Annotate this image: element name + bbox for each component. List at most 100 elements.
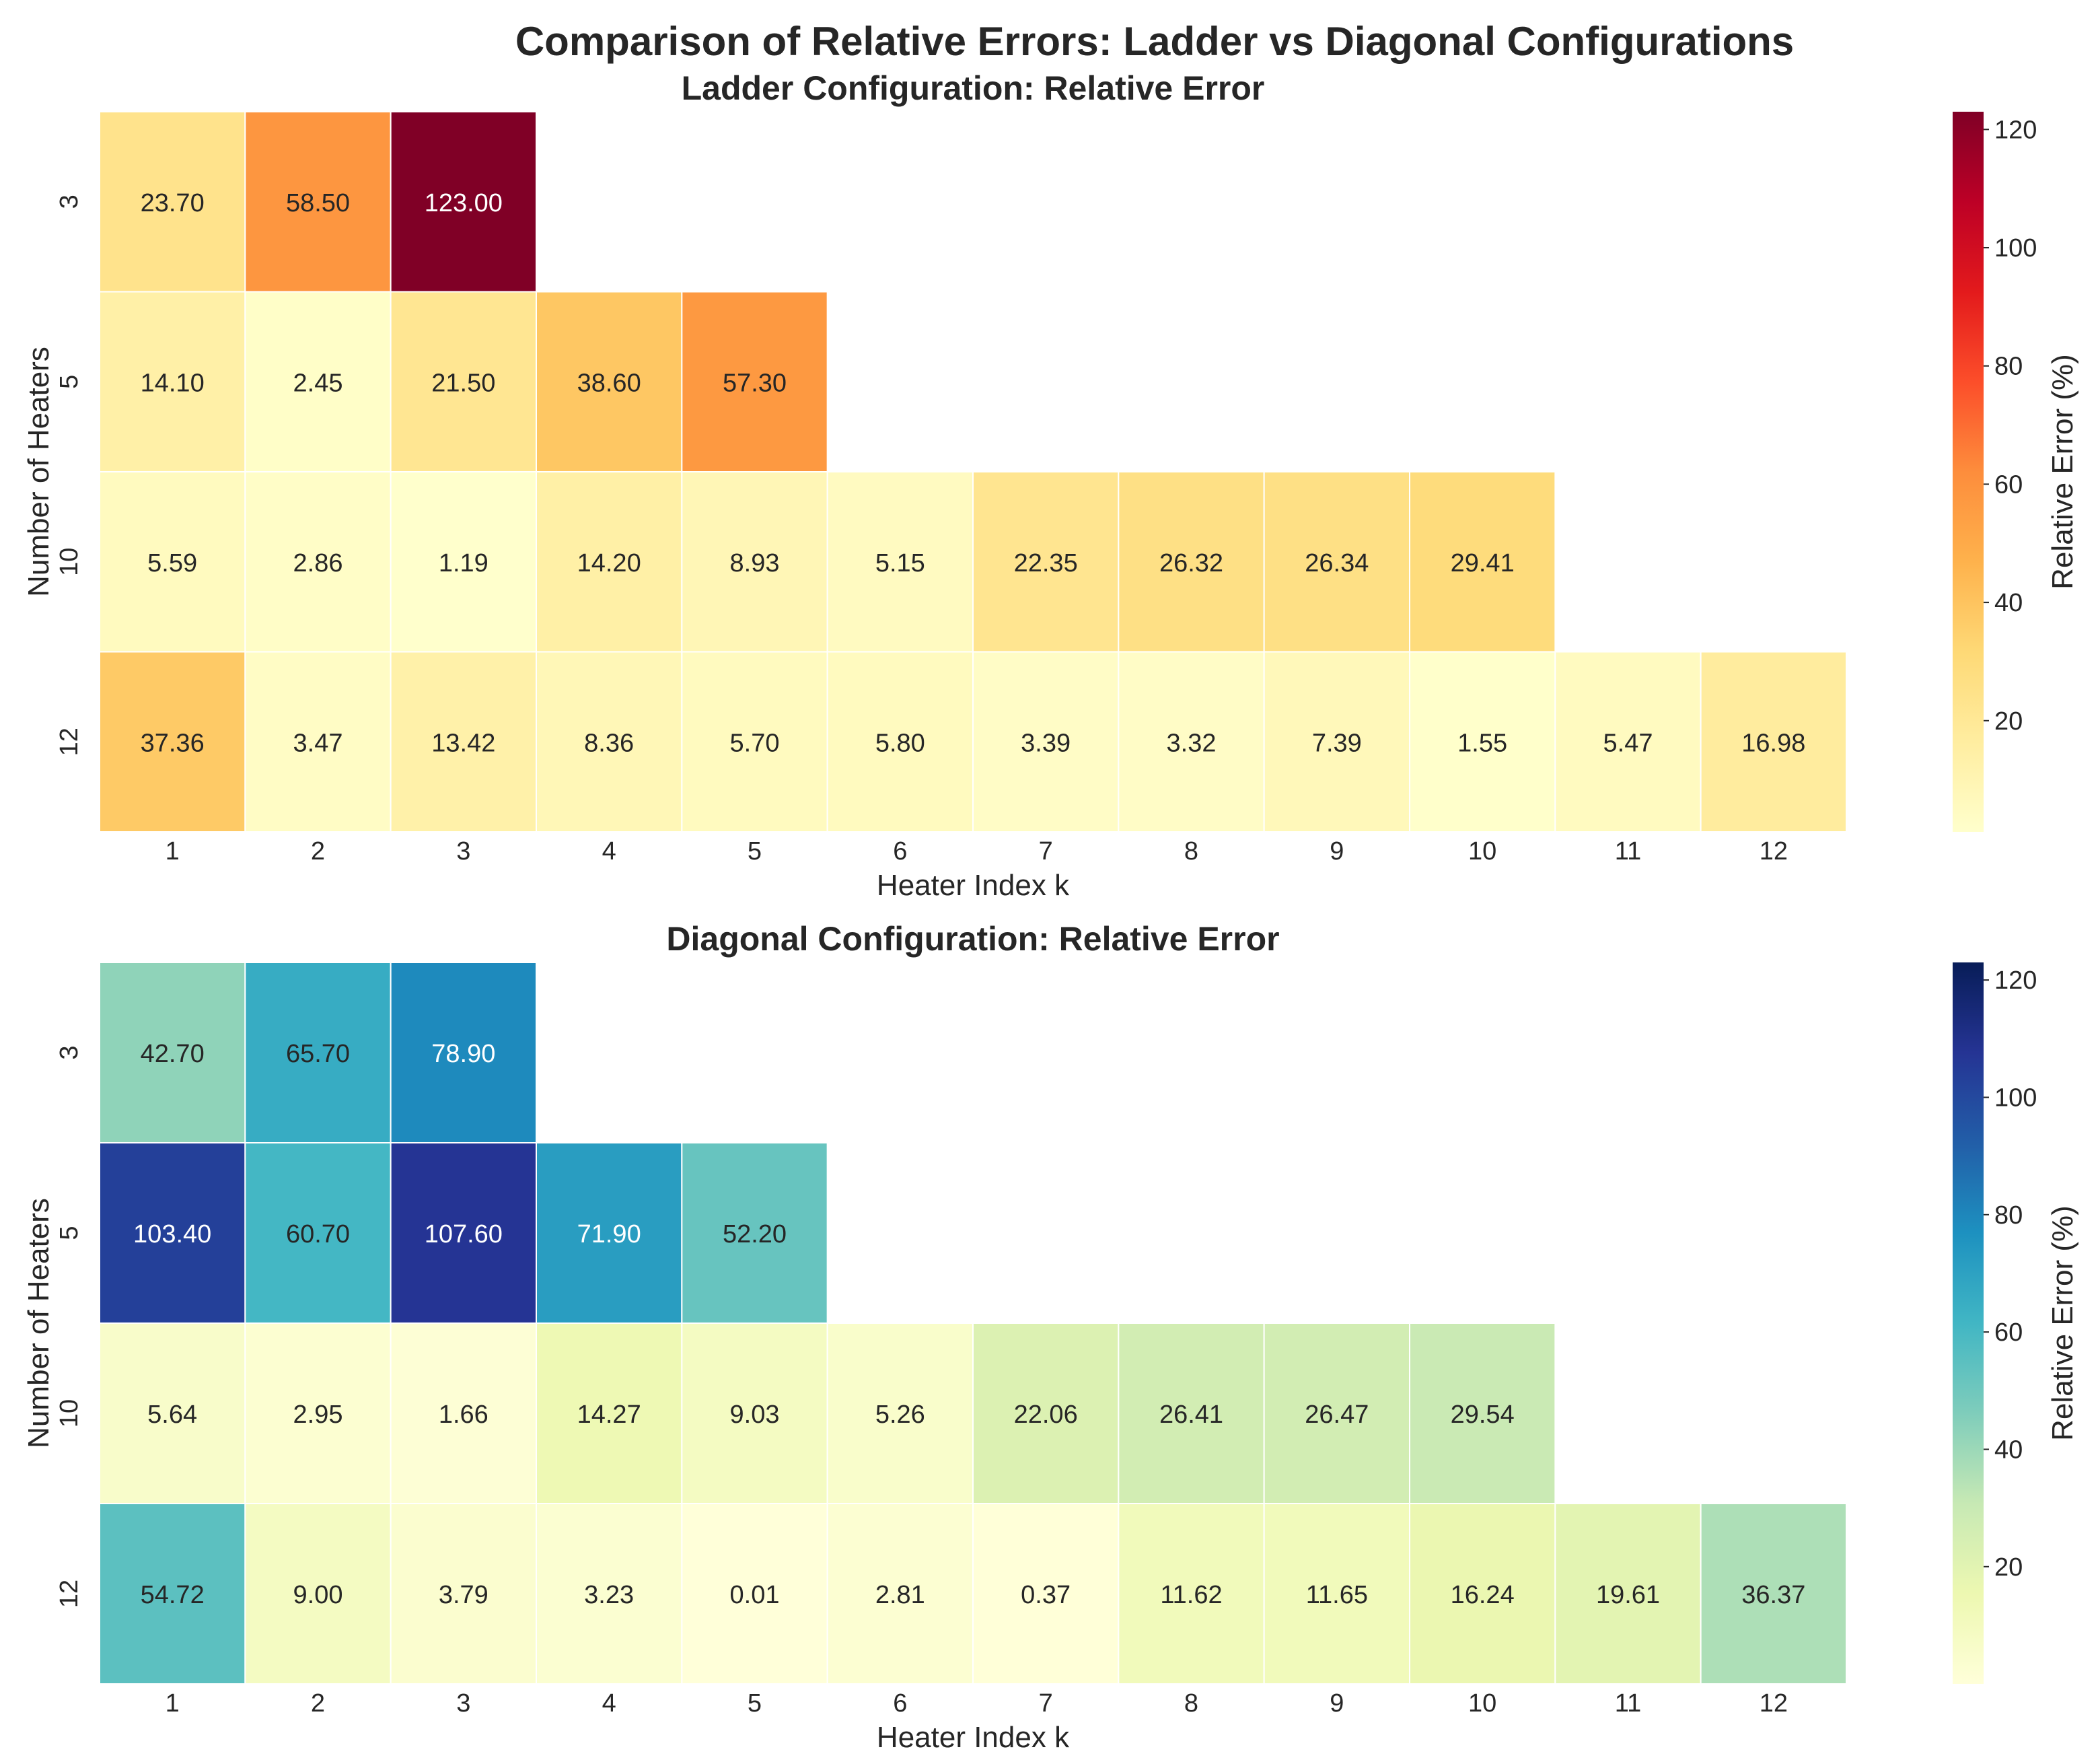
heatmap-cell bbox=[826, 471, 974, 653]
y-tick-label: 3 bbox=[55, 195, 83, 209]
cell-value-label: 23.70 bbox=[141, 189, 205, 217]
cell-value-label: 37.36 bbox=[141, 729, 205, 757]
heatmap-cell bbox=[244, 1142, 392, 1324]
heatmap-cell bbox=[390, 962, 538, 1143]
cell-value-label: 65.70 bbox=[286, 1040, 350, 1068]
y-tick-label: 5 bbox=[55, 1226, 83, 1240]
heatmap-cell bbox=[1263, 471, 1410, 653]
y-tick-label: 10 bbox=[55, 1399, 83, 1427]
colorbar bbox=[1953, 112, 1984, 832]
x-tick-label: 1 bbox=[166, 837, 180, 866]
colorbar-tick-label: 40 bbox=[1994, 1436, 2023, 1464]
heatmap-cell bbox=[390, 1142, 538, 1324]
figure-title: Comparison of Relative Errors: Ladder vs… bbox=[515, 19, 1794, 64]
colorbar-label: Relative Error (%) bbox=[2046, 354, 2079, 590]
x-tick-label: 9 bbox=[1330, 1689, 1344, 1718]
heatmap-cell bbox=[99, 1142, 246, 1324]
colorbar-tick-label: 100 bbox=[1994, 234, 2037, 262]
heatmap-cell bbox=[1118, 471, 1265, 653]
heatmap-cell bbox=[972, 1503, 1120, 1685]
y-axis-label: Number of Heaters bbox=[22, 347, 55, 597]
colorbar-tick-label: 20 bbox=[1994, 707, 2023, 736]
heatmap-cell bbox=[536, 471, 683, 653]
heatmap-cell bbox=[1263, 1503, 1410, 1685]
cell-value-label: 3.79 bbox=[439, 1581, 488, 1609]
colorbar-tick-label: 120 bbox=[1994, 116, 2037, 144]
cell-value-label: 26.32 bbox=[1159, 549, 1223, 577]
cell-value-label: 52.20 bbox=[723, 1220, 787, 1248]
cell-value-label: 57.30 bbox=[723, 369, 787, 397]
heatmap-cell bbox=[244, 962, 392, 1143]
cell-value-label: 5.59 bbox=[147, 549, 197, 577]
y-tick-label: 12 bbox=[55, 728, 83, 756]
ladder-heatmap-panel: Ladder Configuration: Relative Error 23.7… bbox=[22, 69, 2079, 902]
cell-value-label: 26.34 bbox=[1305, 549, 1369, 577]
panel-title: Diagonal Configuration: Relative Error bbox=[666, 920, 1279, 958]
cell-value-label: 1.55 bbox=[1457, 729, 1507, 757]
x-tick-label: 6 bbox=[893, 837, 907, 866]
heatmap-cell bbox=[1409, 1503, 1556, 1685]
cell-value-label: 0.37 bbox=[1021, 1581, 1071, 1609]
cell-value-label: 21.50 bbox=[431, 369, 495, 397]
cell-value-label: 22.06 bbox=[1014, 1401, 1078, 1429]
x-tick-label: 11 bbox=[1615, 1689, 1641, 1718]
diagonal-heatmap-panel: Diagonal Configuration: Relative Error42… bbox=[22, 920, 2079, 1754]
x-tick-label: 2 bbox=[311, 837, 325, 866]
heatmap-cell bbox=[1700, 1503, 1848, 1685]
cell-value-label: 71.90 bbox=[577, 1220, 641, 1248]
cell-value-label: 13.42 bbox=[431, 729, 495, 757]
colorbar-tick-label: 120 bbox=[1994, 966, 2037, 995]
x-tick-label: 3 bbox=[456, 1689, 470, 1718]
heatmap-cell bbox=[826, 1503, 974, 1685]
cell-value-label: 123.00 bbox=[425, 189, 503, 217]
x-tick-label: 7 bbox=[1039, 837, 1053, 866]
cell-value-label: 14.10 bbox=[141, 369, 205, 397]
colorbar bbox=[1953, 962, 1984, 1684]
heatmap-cell bbox=[390, 111, 538, 293]
cell-value-label: 5.64 bbox=[147, 1401, 197, 1429]
cell-value-label: 107.60 bbox=[425, 1220, 503, 1248]
heatmap-cell bbox=[681, 1142, 828, 1324]
x-tick-label: 4 bbox=[602, 837, 616, 866]
heatmap-cell bbox=[390, 291, 538, 472]
cell-value-label: 3.32 bbox=[1167, 729, 1217, 757]
heatmap-cell bbox=[99, 291, 246, 472]
x-tick-label: 4 bbox=[602, 1689, 616, 1718]
cell-value-label: 54.72 bbox=[141, 1581, 205, 1609]
heatmap-cell bbox=[681, 471, 828, 653]
heatmap-cell bbox=[536, 651, 683, 833]
heatmap-cell bbox=[1700, 651, 1848, 833]
cell-value-label: 3.47 bbox=[293, 729, 343, 757]
x-tick-label: 8 bbox=[1184, 1689, 1198, 1718]
heatmap-cell bbox=[536, 1322, 683, 1504]
cell-value-label: 5.26 bbox=[875, 1401, 925, 1429]
heatmap-cell bbox=[244, 1322, 392, 1504]
x-tick-label: 8 bbox=[1184, 837, 1198, 866]
colorbar-tick-label: 80 bbox=[1994, 1201, 2023, 1230]
y-tick-label: 5 bbox=[55, 375, 83, 389]
heatmap-cell bbox=[972, 471, 1120, 653]
cell-value-label: 3.23 bbox=[584, 1581, 634, 1609]
heatmap-cell bbox=[972, 651, 1120, 833]
cell-value-label: 9.00 bbox=[293, 1581, 343, 1609]
cell-value-label: 58.50 bbox=[286, 189, 350, 217]
cell-value-label: 7.39 bbox=[1312, 729, 1362, 757]
x-tick-label: 5 bbox=[748, 837, 762, 866]
colorbar-tick-label: 40 bbox=[1994, 589, 2023, 617]
heatmap-cell bbox=[1118, 1322, 1265, 1504]
cell-value-label: 103.40 bbox=[133, 1220, 211, 1248]
cell-value-label: 11.62 bbox=[1160, 1581, 1222, 1609]
y-tick-label: 10 bbox=[55, 548, 83, 576]
heatmap-cell bbox=[972, 1322, 1120, 1504]
heatmap-cell bbox=[99, 651, 246, 833]
heatmap-cell bbox=[244, 651, 392, 833]
x-tick-label: 7 bbox=[1039, 1689, 1053, 1718]
cell-value-label: 2.45 bbox=[293, 369, 343, 397]
cell-value-label: 16.24 bbox=[1451, 1581, 1515, 1609]
cell-value-label: 42.70 bbox=[141, 1040, 205, 1068]
heatmap-cell bbox=[99, 1503, 246, 1685]
colorbar-tick-label: 80 bbox=[1994, 353, 2023, 381]
heatmap-cell bbox=[681, 1322, 828, 1504]
cell-value-label: 3.39 bbox=[1021, 729, 1071, 757]
